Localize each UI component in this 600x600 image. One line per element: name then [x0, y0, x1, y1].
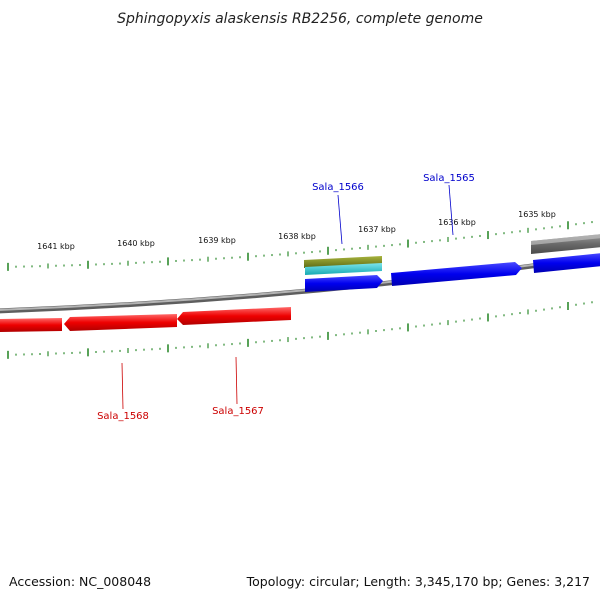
kbp-label: 1637 kbp: [358, 225, 396, 234]
gene-partial-right-arrow[interactable]: [533, 253, 600, 273]
kbp-label: 1636 kbp: [438, 218, 476, 227]
kbp-label: 1640 kbp: [117, 239, 155, 248]
kbp-label: 1639 kbp: [198, 236, 236, 245]
inner-tick-ring: [7, 301, 593, 359]
gene-sala-1566-arrow[interactable]: [305, 275, 383, 292]
gene-leader-lines: [121, 184, 454, 410]
gene-labels: Sala_1566 Sala_1565 Sala_1568 Sala_1567: [97, 173, 475, 422]
grey-feature-track: [531, 234, 600, 254]
gene-sala-1567-arrow[interactable]: [177, 307, 291, 325]
map-title: Sphingopyxis alaskensis RB2256, complete…: [117, 11, 483, 27]
genome-summary-text: Topology: circular; Length: 3,345,170 bp…: [246, 574, 590, 589]
reverse-gene-track: [0, 307, 291, 332]
accession-text: Accession: NC_008048: [9, 574, 151, 589]
kbp-label: 1641 kbp: [37, 242, 75, 251]
gene-label-sala-1567[interactable]: Sala_1567: [212, 406, 264, 417]
kbp-axis-labels: 1641 kbp 1640 kbp 1639 kbp 1638 kbp 1637…: [37, 210, 556, 251]
kbp-label: 1635 kbp: [518, 210, 556, 219]
outer-tick-ring: [7, 221, 593, 271]
cyan-feature: [305, 263, 382, 275]
gene-label-sala-1566[interactable]: Sala_1566: [312, 182, 364, 193]
gene-label-sala-1568[interactable]: Sala_1568: [97, 411, 149, 422]
gene-sala-1568-arrow[interactable]: [64, 314, 177, 331]
gene-partial-left-arrow[interactable]: [0, 318, 62, 332]
forward-gene-track: [305, 253, 600, 292]
gene-sala-1565-arrow[interactable]: [391, 262, 522, 286]
gene-label-sala-1565[interactable]: Sala_1565: [423, 173, 475, 184]
kbp-label: 1638 kbp: [278, 232, 316, 241]
